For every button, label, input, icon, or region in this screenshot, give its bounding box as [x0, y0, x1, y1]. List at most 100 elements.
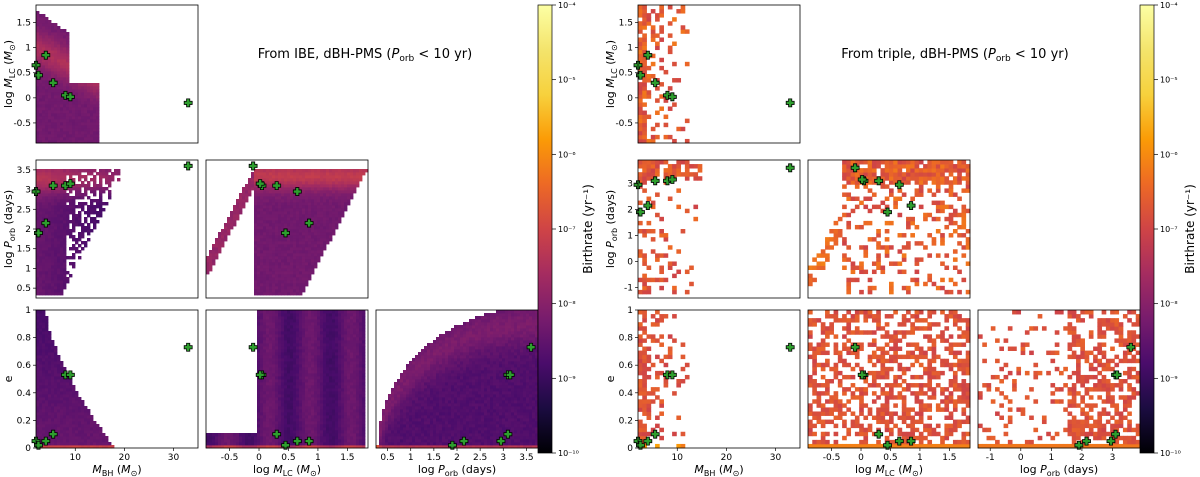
heatmap-cell [353, 439, 357, 443]
heatmap-cell [305, 274, 309, 278]
heatmap-cell [302, 178, 306, 182]
heatmap-cell [260, 208, 264, 212]
heatmap-cell [63, 397, 67, 401]
heatmap-cell [299, 334, 303, 338]
heatmap-cell [36, 316, 40, 320]
heatmap-cell [54, 277, 58, 281]
heatmap-cell [81, 116, 85, 120]
heatmap-cell [93, 83, 97, 87]
heatmap-cell [278, 196, 282, 200]
heatmap-cell [347, 196, 351, 200]
heatmap-cell [45, 445, 49, 449]
heatmap-cell [45, 23, 49, 27]
heatmap-cell [323, 241, 327, 245]
heatmap-cell [326, 202, 330, 206]
heatmap-cell [290, 439, 294, 443]
heatmap-cell [323, 172, 327, 176]
heatmap-cell [239, 211, 243, 215]
heatmap-cell [45, 430, 49, 434]
heatmap-cell [66, 205, 70, 209]
heatmap-cell [323, 388, 327, 392]
heatmap-cell [263, 232, 267, 236]
heatmap-cell [72, 217, 76, 221]
heatmap-cell [281, 274, 285, 278]
heatmap-cell [36, 95, 40, 99]
heatmap-cell [326, 226, 330, 230]
heatmap-cell [266, 190, 270, 194]
heatmap-cell [338, 328, 342, 332]
heatmap-cell [54, 26, 58, 30]
heatmap-cell [302, 214, 306, 218]
heatmap-cell [326, 406, 330, 410]
heatmap-cell [263, 235, 267, 239]
heatmap-cell [269, 253, 273, 257]
heatmap-cell [66, 424, 70, 428]
heatmap-cell [338, 388, 342, 392]
heatmap-cell [81, 98, 85, 102]
heatmap-cell [42, 436, 46, 440]
y-tick-label: 1 [25, 264, 31, 274]
heatmap-cell [335, 310, 339, 314]
heatmap-cell [51, 119, 55, 123]
heatmap-cell [287, 202, 291, 206]
heatmap-cell [87, 418, 91, 422]
heatmap-cell [48, 376, 52, 380]
heatmap-cell [302, 313, 306, 317]
heatmap-cell [329, 376, 333, 380]
heatmap-cell [269, 193, 273, 197]
heatmap-cell [278, 382, 282, 386]
heatmap-cell [308, 268, 312, 272]
heatmap-cell [108, 445, 112, 449]
heatmap-cell [350, 349, 354, 353]
heatmap-cell [51, 385, 55, 389]
heatmap-cell [353, 343, 357, 347]
heatmap-cell [320, 184, 324, 188]
heatmap-cell [293, 376, 297, 380]
heatmap-cell [36, 53, 40, 57]
heatmap-cell [296, 421, 300, 425]
heatmap-cell [54, 235, 58, 239]
heatmap-cell [272, 358, 276, 362]
heatmap-cell [63, 50, 67, 54]
heatmap-cell [362, 394, 366, 398]
heatmap-cell [347, 394, 351, 398]
heatmap-cell [287, 220, 291, 224]
heatmap-cell [78, 122, 82, 126]
heatmap-cell [72, 128, 76, 132]
heatmap-cell [293, 355, 297, 359]
heatmap-cell [254, 241, 258, 245]
heatmap-cell [81, 235, 85, 239]
heatmap-cell [335, 418, 339, 422]
heatmap-cell [302, 169, 306, 173]
heatmap-cell [275, 193, 279, 197]
heatmap-cell [233, 217, 237, 221]
heatmap-cell [320, 403, 324, 407]
heatmap-cell [338, 424, 342, 428]
heatmap-cell [257, 328, 261, 332]
heatmap-cell [353, 328, 357, 332]
heatmap-cell [362, 421, 366, 425]
heatmap-cell [278, 400, 282, 404]
heatmap-cell [63, 35, 67, 39]
heatmap-cell [39, 122, 43, 126]
heatmap-cell [356, 337, 360, 341]
heatmap-cell [78, 104, 82, 108]
heatmap-cell [45, 394, 49, 398]
heatmap-cell [72, 169, 76, 173]
heatmap-cell [314, 316, 318, 320]
heatmap-cell [66, 427, 70, 431]
heatmap-cell [329, 430, 333, 434]
heatmap-cell [60, 370, 64, 374]
heatmap-cell [39, 427, 43, 431]
heatmap-cell [51, 373, 55, 377]
heatmap-cell [287, 265, 291, 269]
heatmap-cell [296, 205, 300, 209]
heatmap-cell [359, 397, 363, 401]
heatmap-cell [215, 433, 219, 437]
heatmap-cell [356, 424, 360, 428]
heatmap-cell [263, 178, 267, 182]
heatmap-cell [272, 337, 276, 341]
heatmap-cell [102, 445, 106, 449]
heatmap-cell [329, 337, 333, 341]
heatmap-cell [63, 235, 67, 239]
